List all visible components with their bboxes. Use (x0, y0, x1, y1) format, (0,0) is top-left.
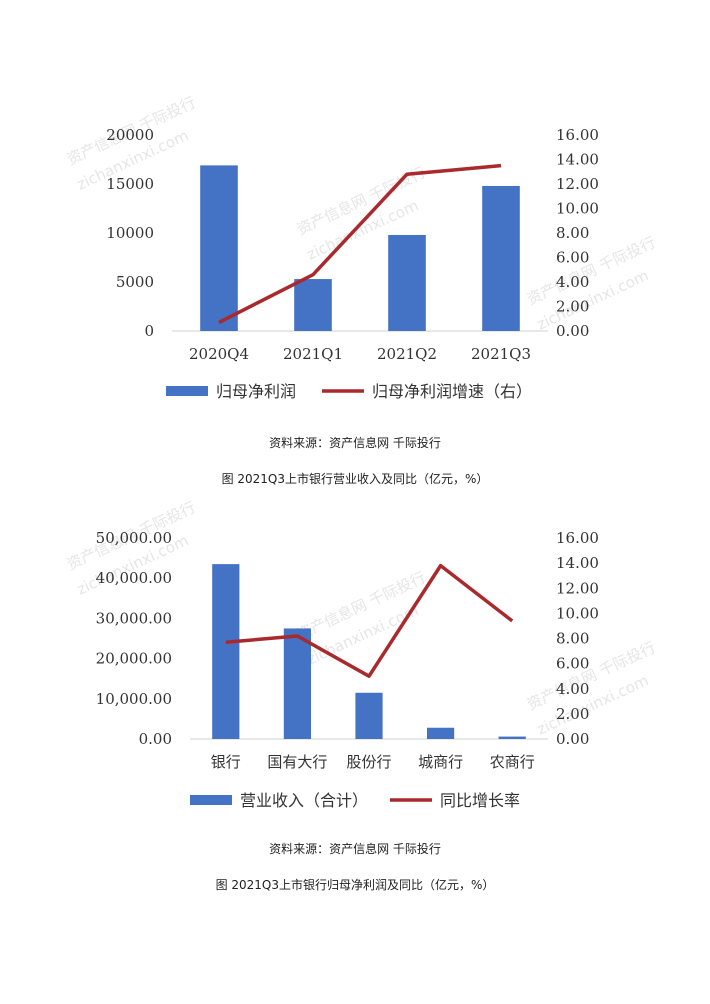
y-left-tick: 20000 (106, 126, 154, 144)
x-tick-label: 城商行 (418, 753, 463, 771)
y-right-tick: 6.00 (556, 655, 589, 673)
y-right-tick: 2.00 (556, 298, 589, 316)
legend-bar-swatch (190, 795, 232, 805)
y-right-tick: 10.00 (556, 604, 599, 622)
y-left-tick: 10000 (106, 224, 154, 242)
bar (498, 736, 526, 739)
y-right-tick: 4.00 (556, 273, 589, 291)
legend-bar-swatch (166, 386, 208, 396)
x-tick-label: 2021Q3 (471, 345, 531, 363)
y-right-tick: 14.00 (556, 554, 599, 572)
bar (388, 234, 426, 331)
y-left-tick: 0 (144, 322, 154, 340)
y-right-tick: 8.00 (556, 630, 589, 648)
chart-2-source: 资料来源：资产信息网 千际投行 (269, 842, 441, 856)
bar (426, 727, 455, 739)
chart-2-title: 图 2021Q3上市银行归母净利润及同比（亿元，%） (215, 878, 495, 892)
legend-bar-label: 归母净利润 (216, 382, 296, 401)
y-left-tick: 30,000.00 (96, 609, 172, 627)
y-right-tick: 14.00 (556, 151, 599, 169)
bar (200, 165, 238, 331)
legend-bar-label: 营业收入（合计） (240, 791, 368, 810)
chart-1-title: 图 2021Q3上市银行营业收入及同比（亿元，%） (221, 472, 489, 486)
y-right-tick: 0.00 (556, 322, 589, 340)
chart-1: 资产信息网 千际投行 资产信息网 千际投行 资产信息网 千际投行 zichanxinx… (0, 95, 710, 425)
y-right-tick: 8.00 (556, 224, 589, 242)
y-right-tick: 16.00 (556, 126, 599, 144)
bar (355, 692, 383, 739)
y-left-tick: 5000 (116, 273, 154, 291)
y-right-tick: 2.00 (556, 705, 589, 723)
bar (294, 279, 332, 331)
y-left-tick: 50,000.00 (96, 529, 172, 547)
legend-line-label: 归母净利润增速（右） (372, 382, 532, 401)
chart-2: 资产信息网 千际投行 资产信息网 千际投行 资产信息网 千际投行 zichanxinx… (0, 500, 710, 830)
y-right-tick: 4.00 (556, 680, 589, 698)
y-right-tick: 10.00 (556, 200, 599, 218)
line-series (218, 163, 502, 324)
y-left-tick: 40,000.00 (96, 569, 172, 587)
x-tick-label: 银行 (211, 753, 241, 771)
chart-1-source: 资料来源：资产信息网 千际投行 (269, 436, 441, 450)
x-tick-label: 国有大行 (267, 753, 327, 771)
y-right-tick: 16.00 (556, 529, 599, 547)
x-tick-label: 2021Q1 (283, 345, 343, 363)
bar (212, 564, 240, 739)
legend-line-label: 同比增长率 (440, 791, 520, 810)
bar (482, 185, 520, 331)
x-tick-label: 股份行 (346, 753, 391, 771)
y-left-tick: 20,000.00 (96, 650, 172, 668)
x-tick-label: 2020Q4 (189, 345, 249, 363)
bar (283, 628, 312, 739)
y-right-tick: 6.00 (556, 249, 589, 267)
y-right-tick: 12.00 (556, 579, 599, 597)
y-left-tick: 15000 (106, 175, 154, 193)
line-series (225, 563, 514, 678)
y-right-tick: 12.00 (556, 175, 599, 193)
y-left-tick: 0.00 (139, 730, 172, 748)
y-left-tick: 10,000.00 (96, 690, 172, 708)
y-right-tick: 0.00 (556, 730, 589, 748)
x-tick-label: 2021Q2 (377, 345, 437, 363)
x-tick-label: 农商行 (490, 753, 535, 771)
